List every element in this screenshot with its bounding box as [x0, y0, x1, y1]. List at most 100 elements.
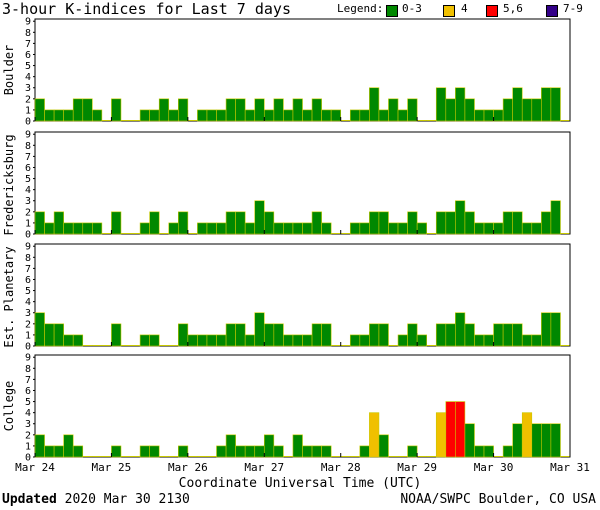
- station-label-boulder: Boulder: [2, 44, 16, 96]
- y-tick-label: 2: [25, 319, 31, 330]
- kindex-bar: [263, 434, 275, 458]
- kindex-bar: [541, 211, 552, 235]
- y-tick-label: 2: [25, 430, 31, 441]
- y-tick-label: 6: [25, 275, 31, 286]
- kindex-bar: [254, 445, 265, 458]
- legend-item-5-6: 5,6: [503, 2, 523, 15]
- kindex-bar: [369, 412, 380, 458]
- kindex-bar: [531, 98, 542, 122]
- kindex-bar: [168, 109, 179, 122]
- kindex-bar: [521, 222, 533, 235]
- kindex-bar: [254, 98, 265, 122]
- kindex-bar: [197, 109, 208, 122]
- updated-stamp: Updated 2020 Mar 30 2130: [2, 492, 190, 507]
- kindex-bar: [369, 87, 380, 122]
- kindex-bar: [44, 445, 55, 458]
- x-tick-label: Mar 28: [320, 461, 361, 474]
- kindex-bar: [263, 211, 275, 235]
- kindex-bar: [292, 98, 303, 122]
- kindex-bar: [435, 87, 447, 122]
- kindex-bar: [388, 222, 399, 235]
- kindex-bar: [445, 98, 456, 122]
- kindex-bar: [82, 98, 93, 122]
- kindex-bar: [149, 445, 160, 458]
- kindex-bar: [178, 98, 189, 122]
- kindex-bar: [512, 423, 523, 458]
- y-tick-label: 7: [25, 375, 31, 386]
- kindex-bar: [311, 211, 322, 235]
- kindex-bar: [464, 323, 475, 347]
- kindex-bar: [369, 211, 380, 235]
- kindex-bar: [263, 109, 275, 122]
- kindex-bar: [455, 401, 466, 458]
- kindex-bar: [483, 222, 494, 235]
- kindex-bar: [474, 222, 485, 235]
- x-tick-label: Mar 25: [91, 461, 132, 474]
- kindex-bar: [139, 334, 150, 347]
- kindex-bar: [407, 98, 418, 122]
- kindex-bar: [34, 98, 45, 122]
- kindex-bar: [521, 334, 533, 347]
- kindex-bar: [244, 334, 256, 347]
- y-tick-label: 5: [25, 174, 31, 185]
- kindex-bar: [474, 109, 485, 122]
- x-tick-label: Mar 26: [167, 461, 208, 474]
- kindex-bar: [311, 323, 322, 347]
- kindex-bar: [34, 211, 45, 235]
- kindex-bar: [531, 222, 542, 235]
- y-tick-label: 5: [25, 61, 31, 72]
- kindex-bar: [273, 98, 284, 122]
- kindex-bar: [149, 109, 160, 122]
- kindex-bar: [435, 412, 447, 458]
- kindex-bar: [139, 445, 150, 458]
- kindex-bar: [321, 445, 332, 458]
- y-tick-label: 9: [25, 353, 31, 364]
- kindex-bar: [178, 445, 189, 458]
- kindex-bar: [388, 98, 399, 122]
- legend-swatch-0-3: [386, 5, 398, 17]
- y-tick-label: 9: [25, 17, 31, 28]
- y-tick-label: 4: [25, 185, 31, 196]
- kindex-bar: [187, 334, 198, 347]
- legend-swatch-4: [443, 5, 455, 17]
- kindex-bar: [292, 434, 303, 458]
- y-tick-label: 2: [25, 207, 31, 218]
- kindex-bar: [464, 211, 475, 235]
- kindex-bar: [273, 445, 284, 458]
- y-tick-label: 8: [25, 28, 31, 39]
- legend-label: Legend:: [337, 2, 384, 15]
- kindex-bar: [283, 334, 294, 347]
- y-tick-label: 9: [25, 130, 31, 141]
- x-tick-label: Mar 30: [473, 461, 514, 474]
- kindex-bar: [502, 98, 513, 122]
- kindex-bar: [63, 109, 74, 122]
- kindex-bar: [158, 98, 170, 122]
- kindex-bar: [44, 109, 55, 122]
- station-label-fredericksburg: Fredericksburg: [2, 134, 16, 236]
- kindex-bar: [407, 211, 418, 235]
- kindex-bar: [311, 445, 322, 458]
- kindex-bar: [111, 445, 122, 458]
- y-tick-label: 6: [25, 163, 31, 174]
- kindex-bar: [531, 423, 542, 458]
- updated-value: 2020 Mar 30 2130: [64, 492, 190, 507]
- kindex-bar: [550, 200, 561, 235]
- y-tick-label: 5: [25, 397, 31, 408]
- kindex-bar: [72, 445, 84, 458]
- y-tick-label: 4: [25, 72, 31, 83]
- kindex-bar: [254, 200, 265, 235]
- kindex-bar: [149, 334, 160, 347]
- y-tick-label: 1: [25, 105, 31, 116]
- x-tick-label: Mar 29: [397, 461, 438, 474]
- y-tick-label: 5: [25, 286, 31, 297]
- kindex-bar: [512, 323, 523, 347]
- kindex-bar: [111, 98, 122, 122]
- kindex-bar: [244, 109, 256, 122]
- kindex-bar: [302, 222, 313, 235]
- kindex-bar: [474, 334, 485, 347]
- kindex-bar: [359, 109, 370, 122]
- kindex-bar: [292, 334, 303, 347]
- kindex-bar: [445, 211, 456, 235]
- y-tick-label: 7: [25, 39, 31, 50]
